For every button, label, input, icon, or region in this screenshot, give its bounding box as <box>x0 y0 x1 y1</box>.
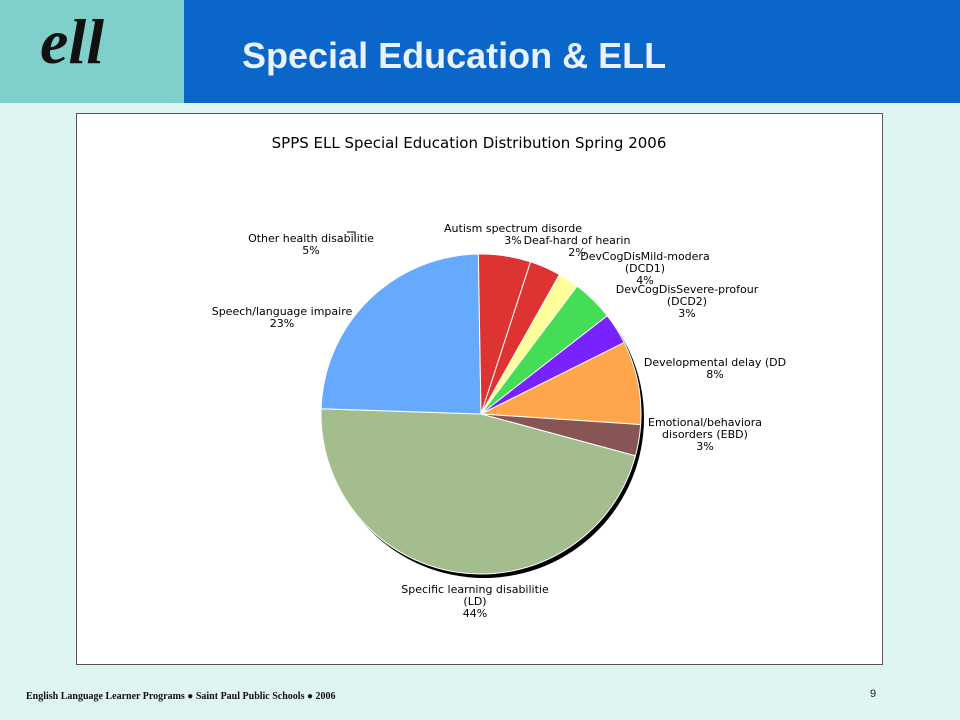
leader-line <box>347 231 356 240</box>
slice-label: Other health disabilitie 5% <box>248 232 374 257</box>
title-bar: Special Education & ELL <box>184 0 960 103</box>
pie-chart: SPPS ELL Special Education Distribution … <box>212 134 786 620</box>
slice-label: Autism spectrum disorde 3% <box>444 222 582 247</box>
ell-logo: ell <box>40 6 104 77</box>
slice-label: Developmental delay (DD 8% <box>644 356 786 381</box>
slice-label: Deaf-hard of hearin 2% <box>524 234 631 259</box>
slice-label: Speech/language impaire 23% <box>212 305 353 330</box>
slide-title: Special Education & ELL <box>242 35 667 76</box>
slice-label: Emotional/behaviora disorders (EBD) 3% <box>648 416 762 453</box>
pie-slice <box>479 341 642 426</box>
page-number: 9 <box>870 688 877 700</box>
chart-frame: SPPS ELL Special Education Distribution … <box>76 113 883 665</box>
slice-label: Specific learning disabilitie (LD) 44% <box>401 583 549 620</box>
slice-label: DevCogDisSevere-profour (DCD2) 3% <box>616 283 759 320</box>
chart-title: SPPS ELL Special Education Distribution … <box>272 134 667 152</box>
footer-text: English Language Learner Programs ● Sain… <box>26 691 336 702</box>
slice-label: DevCogDisMild-modera (DCD1) 4% <box>580 250 709 287</box>
pie-slice <box>320 408 637 575</box>
logo-panel: ell <box>0 0 184 103</box>
pie-slice <box>320 253 482 415</box>
pie-slice <box>477 253 532 415</box>
